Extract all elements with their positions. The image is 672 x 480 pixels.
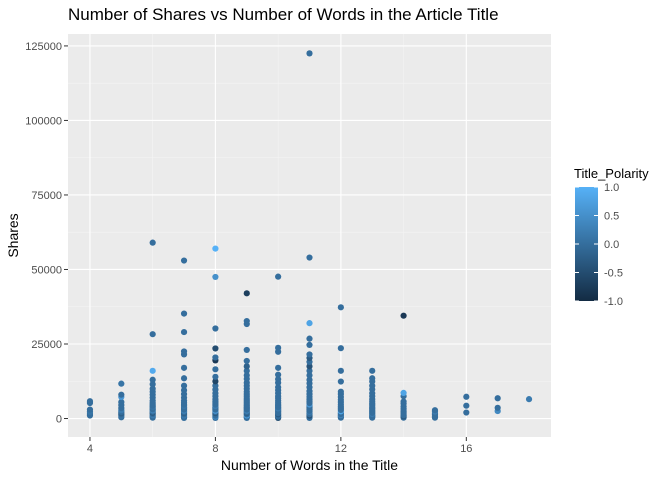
data-point — [212, 345, 219, 352]
y-tick-label: 50000 — [31, 264, 62, 276]
x-axis: 4 8 12 16 — [87, 437, 472, 455]
data-point — [212, 354, 219, 361]
data-point — [306, 376, 313, 383]
x-tick-label: 16 — [460, 443, 472, 455]
data-point — [149, 331, 156, 338]
data-point — [306, 335, 313, 342]
y-axis-title: Shares — [5, 213, 21, 257]
data-point — [337, 304, 344, 311]
data-point — [212, 245, 219, 252]
data-point — [86, 406, 94, 413]
data-point — [118, 399, 125, 406]
data-point — [306, 372, 313, 379]
minor-gridlines — [68, 34, 551, 437]
data-point — [149, 385, 156, 392]
legend-ticks: -1.0 -0.5 0.0 0.5 1.0 — [575, 182, 623, 308]
data-point — [463, 409, 470, 416]
data-point — [149, 376, 156, 383]
data-point — [243, 317, 250, 325]
y-tick-label: 75000 — [31, 190, 62, 202]
legend-tick-label: 1.0 — [604, 182, 619, 194]
data-point — [400, 312, 407, 319]
x-tick-label: 12 — [335, 443, 347, 455]
data-point — [306, 363, 313, 370]
data-point — [400, 389, 407, 396]
data-point — [212, 273, 219, 281]
data-point — [494, 404, 501, 411]
data-point — [306, 367, 313, 374]
data-point — [243, 372, 250, 379]
data-point — [180, 257, 188, 264]
y-axis: 0 25000 50000 75000 100000 125000 — [25, 41, 68, 426]
data-point — [275, 376, 282, 383]
legend-tick-label: -0.5 — [604, 268, 623, 280]
y-tick-label: 125000 — [25, 41, 62, 53]
data-point — [180, 348, 188, 355]
data-point — [86, 398, 94, 405]
legend-title: Title_Polarity — [574, 166, 649, 181]
y-tick-label: 25000 — [31, 339, 62, 351]
data-point — [275, 364, 282, 371]
data-point — [463, 393, 470, 400]
data-points — [86, 50, 533, 422]
data-point — [400, 398, 407, 405]
data-point — [180, 387, 188, 394]
data-point — [306, 50, 313, 57]
x-tick-label: 4 — [87, 443, 93, 455]
legend-colorbar — [575, 187, 598, 301]
data-point — [180, 382, 188, 389]
data-point — [275, 371, 282, 378]
data-point — [525, 396, 533, 403]
data-point — [243, 363, 250, 370]
data-point — [149, 381, 156, 388]
data-point — [243, 346, 250, 354]
data-point — [337, 378, 344, 385]
chart-title: Number of Shares vs Number of Words in t… — [68, 5, 499, 24]
data-point — [431, 407, 439, 414]
data-point — [212, 373, 219, 380]
legend-tick-label: 0.5 — [604, 211, 619, 223]
data-point — [369, 367, 376, 374]
data-point — [180, 328, 188, 336]
data-point — [212, 325, 219, 332]
data-point — [306, 320, 313, 327]
data-point — [337, 345, 344, 352]
data-point — [243, 290, 250, 297]
data-point — [337, 367, 344, 374]
data-point — [180, 310, 188, 317]
data-point — [212, 378, 219, 385]
data-point — [306, 341, 313, 348]
x-axis-title: Number of Words in the Title — [221, 457, 398, 473]
data-point — [243, 367, 250, 374]
data-point — [275, 384, 282, 391]
x-tick-label: 8 — [212, 443, 218, 455]
legend-tick-label: -1.0 — [604, 296, 623, 308]
data-point — [149, 239, 156, 246]
data-point — [118, 391, 125, 398]
data-point — [118, 380, 125, 387]
data-point — [212, 382, 219, 389]
y-tick-label: 100000 — [25, 115, 62, 127]
data-point — [180, 375, 188, 382]
data-point — [275, 344, 282, 351]
data-point — [275, 273, 282, 280]
data-point — [306, 351, 313, 358]
legend: Title_Polarity -1.0 -0.5 0.0 0.5 1.0 — [574, 166, 649, 308]
data-point — [149, 367, 156, 374]
data-point — [212, 366, 219, 373]
data-point — [243, 357, 250, 365]
data-point — [306, 254, 313, 261]
data-point — [369, 375, 376, 382]
data-point — [494, 395, 501, 402]
y-tick-label: 0 — [56, 414, 62, 426]
data-point — [337, 388, 344, 395]
data-point — [180, 364, 188, 371]
legend-tick-label: 0.0 — [604, 239, 619, 251]
data-point — [463, 402, 470, 409]
